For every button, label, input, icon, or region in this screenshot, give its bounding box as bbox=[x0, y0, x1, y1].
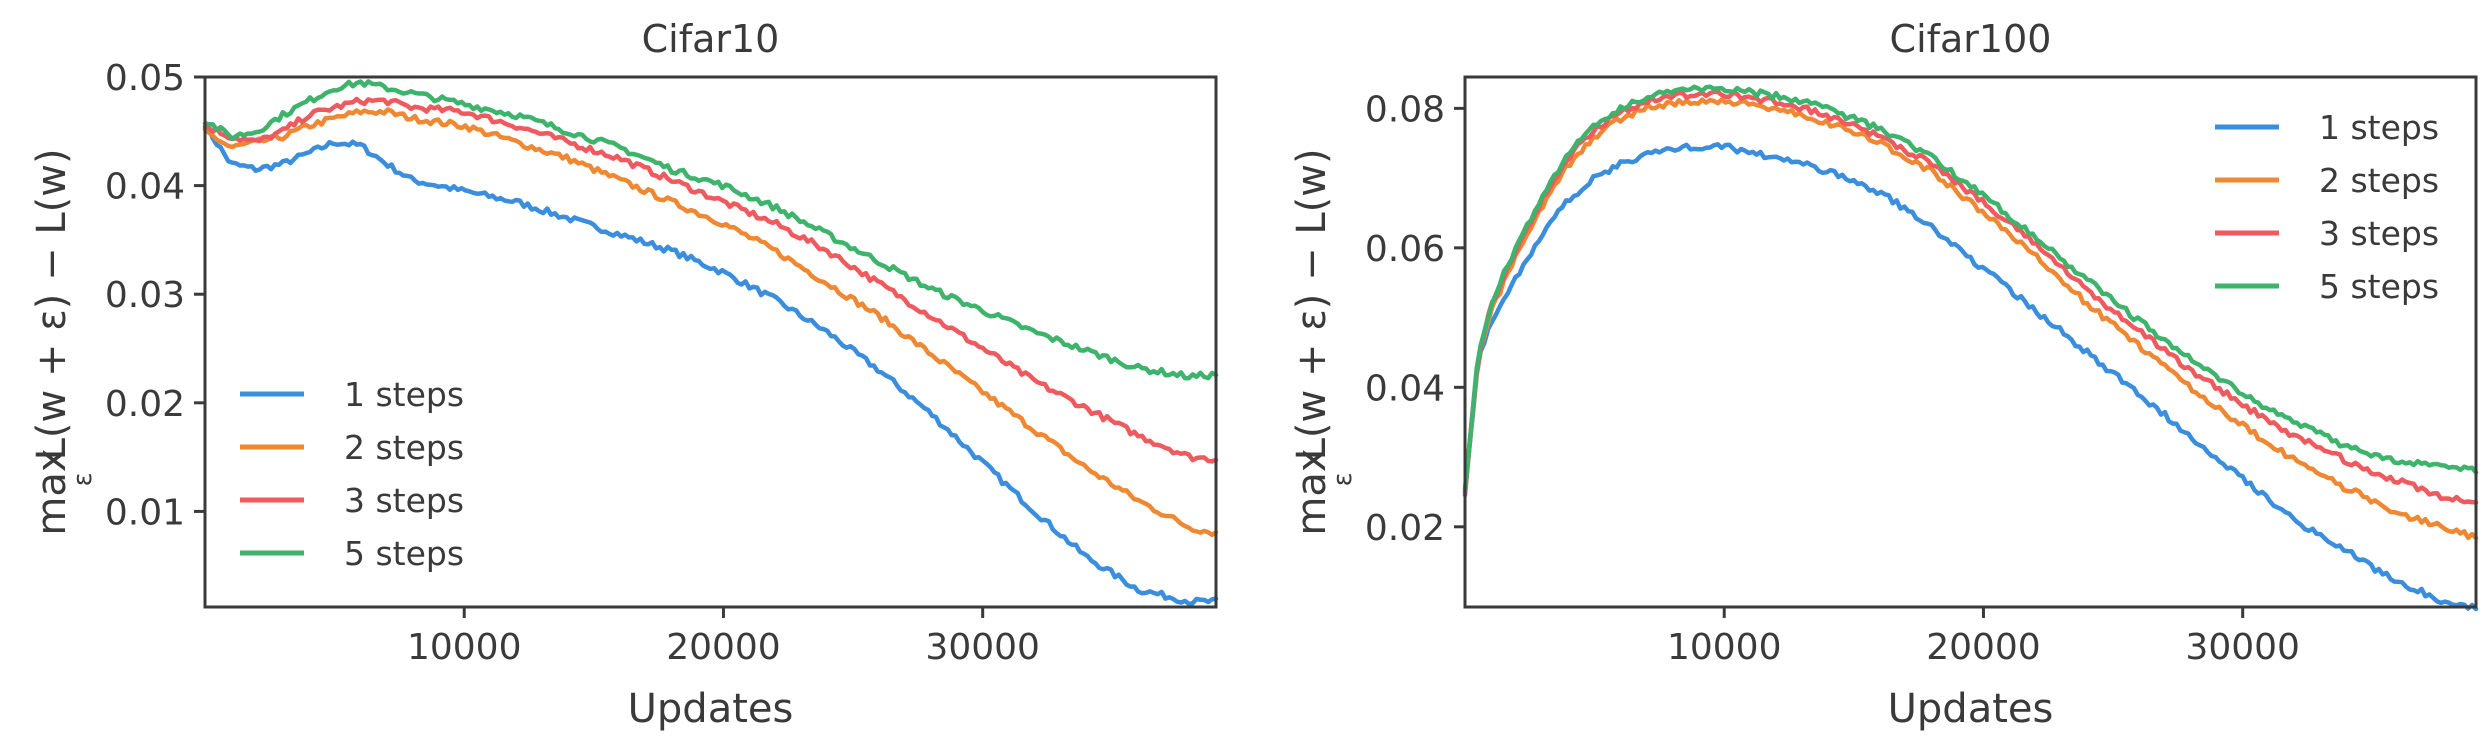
legend: 1 steps 2 steps 3 steps 5 steps bbox=[240, 375, 464, 573]
chart-panel-2: Cifar100 10000 20000 30000 0.02 0.04 0.06 0.08 U… bbox=[1289, 17, 2479, 732]
y-tick-label: 0.06 bbox=[1365, 229, 1445, 270]
chart-title: Cifar100 bbox=[1890, 17, 2052, 61]
x-tick-label: 20000 bbox=[666, 627, 781, 668]
x-tick-label: 30000 bbox=[2185, 627, 2300, 668]
chart-title: Cifar10 bbox=[642, 17, 780, 61]
series-line-1-steps bbox=[202, 126, 1219, 607]
y-tick-label: 0.01 bbox=[105, 492, 185, 533]
x-tick-label: 10000 bbox=[407, 627, 522, 668]
legend-label: 2 steps bbox=[2319, 161, 2439, 200]
series-line-1-steps bbox=[1462, 142, 2479, 612]
x-tick-label: 30000 bbox=[925, 627, 1040, 668]
legend-label: 2 steps bbox=[344, 428, 464, 467]
legend-label: 3 steps bbox=[344, 481, 464, 520]
series-line-3-steps bbox=[1462, 89, 2479, 505]
series-line-2-steps bbox=[202, 107, 1219, 538]
legend-label: 1 steps bbox=[344, 375, 464, 414]
legend: 1 steps 2 steps 3 steps 5 steps bbox=[2215, 108, 2439, 306]
plot-frame bbox=[203, 75, 1218, 609]
legend-label: 5 steps bbox=[344, 534, 464, 573]
series-line-5-steps bbox=[202, 79, 1219, 381]
y-tick-label: 0.02 bbox=[105, 384, 185, 425]
series-line-2-steps bbox=[1462, 97, 2479, 541]
x-tick-label: 10000 bbox=[1667, 627, 1782, 668]
y-tick-label: 0.08 bbox=[1365, 89, 1445, 130]
series-line-3-steps bbox=[202, 96, 1219, 464]
y-tick-label: 0.05 bbox=[105, 58, 185, 99]
y-tick-label: 0.03 bbox=[105, 275, 185, 316]
x-tick-label: 20000 bbox=[1926, 627, 2041, 668]
y-tick-label: 0.04 bbox=[1365, 368, 1445, 409]
legend-label: 1 steps bbox=[2319, 108, 2439, 147]
plot-frame bbox=[1463, 75, 2478, 609]
legend-label: 3 steps bbox=[2319, 214, 2439, 253]
legend-label: 5 steps bbox=[2319, 267, 2439, 306]
x-axis-label: Updates bbox=[1888, 686, 2054, 732]
series-line-5-steps bbox=[1462, 84, 2479, 492]
chart-panel-1: Cifar10 10000 20000 30000 0.01 0.02 0.03 0.04 0.… bbox=[29, 17, 1219, 732]
y-tick-label: 0.04 bbox=[105, 167, 185, 208]
x-axis-label: Updates bbox=[628, 686, 794, 732]
y-axis-label: maxεL(w + ε) − L(w) bbox=[1289, 148, 1358, 535]
y-tick-label: 0.02 bbox=[1365, 508, 1445, 549]
y-axis-label: maxεL(w + ε) − L(w) bbox=[29, 148, 98, 535]
